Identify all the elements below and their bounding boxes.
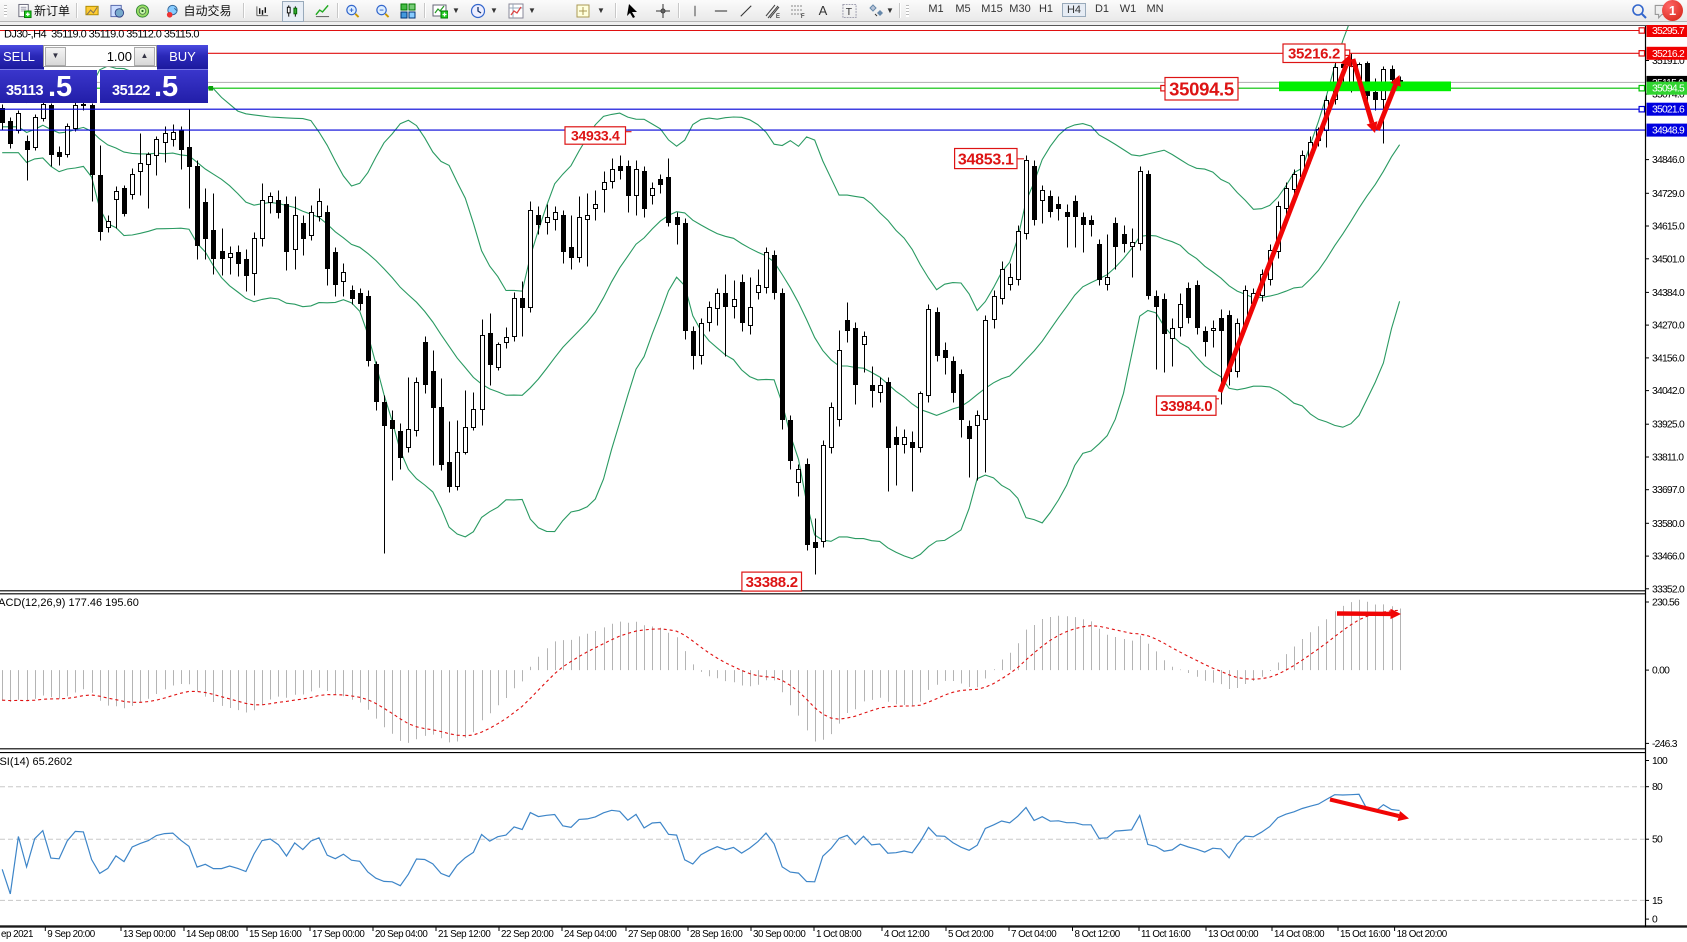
svg-text:33697.0: 33697.0 [1652,485,1685,496]
svg-text:13 Oct 00:00: 13 Oct 00:00 [1208,929,1259,940]
svg-text:35216.2: 35216.2 [1652,49,1685,60]
svg-text:15 Oct 16:00: 15 Oct 16:00 [1340,929,1391,940]
svg-text:33466.0: 33466.0 [1652,552,1685,563]
svg-text:33388.2: 33388.2 [746,574,798,591]
svg-text:100: 100 [1652,756,1668,767]
svg-text:34156.0: 34156.0 [1652,353,1685,364]
svg-text:34270.0: 34270.0 [1652,321,1685,332]
svg-text:1 Oct 08:00: 1 Oct 08:00 [816,929,862,940]
svg-text:F: F [801,14,805,19]
svg-text:7 Oct 04:00: 7 Oct 04:00 [1011,929,1057,940]
svg-text:17 Sep 00:00: 17 Sep 00:00 [312,929,365,940]
svg-text:15 Sep 16:00: 15 Sep 16:00 [249,929,302,940]
svg-text:11 Oct 16:00: 11 Oct 16:00 [1141,929,1191,940]
svg-text:DJ30-,H4 35119.0 35119.0 3511: DJ30-,H4 35119.0 35119.0 35112.0 35115.0 [4,29,199,41]
svg-text:28 Sep 16:00: 28 Sep 16:00 [690,929,743,940]
svg-text:34846.0: 34846.0 [1652,155,1685,166]
svg-text:T: T [846,6,853,17]
svg-text:24 Sep 04:00: 24 Sep 04:00 [564,929,617,940]
svg-text:22 Sep 20:00: 22 Sep 20:00 [501,929,554,940]
svg-text:35094.5: 35094.5 [1652,84,1685,95]
svg-text:5 Oct 20:00: 5 Oct 20:00 [948,929,994,940]
svg-text:34384.0: 34384.0 [1652,288,1685,299]
svg-text:4 Oct 12:00: 4 Oct 12:00 [884,929,930,940]
svg-text:8 Oct 12:00: 8 Oct 12:00 [1075,929,1121,940]
svg-text:35295.7: 35295.7 [1652,26,1685,37]
svg-text:27 Sep 08:00: 27 Sep 08:00 [628,929,681,940]
svg-text:34729.0: 34729.0 [1652,189,1685,200]
svg-text:50: 50 [1652,835,1663,846]
svg-text:34948.9: 34948.9 [1652,126,1685,137]
svg-text:34042.0: 34042.0 [1652,386,1685,397]
svg-text:33580.0: 33580.0 [1652,519,1685,530]
svg-text:33984.0: 33984.0 [1160,398,1212,415]
svg-text:35074.0: 35074.0 [1652,90,1685,101]
svg-text:14 Sep 08:00: 14 Sep 08:00 [186,929,239,940]
svg-text:35216.2: 35216.2 [1288,46,1340,63]
svg-text:33352.0: 33352.0 [1652,584,1685,595]
svg-text:21 Sep 12:00: 21 Sep 12:00 [438,929,491,940]
svg-text:35021.6: 35021.6 [1652,105,1685,116]
svg-text:9 Sep 20:00: 9 Sep 20:00 [47,929,95,940]
svg-text:ep 2021: ep 2021 [1,929,33,940]
svg-text:E: E [776,14,780,19]
svg-text:RSI(14) 65.2602: RSI(14) 65.2602 [0,756,72,768]
svg-text:MACD(12,26,9) 177.46 195.60: MACD(12,26,9) 177.46 195.60 [0,597,139,609]
svg-text:33811.0: 33811.0 [1652,453,1684,464]
svg-text:34853.1: 34853.1 [958,151,1014,168]
svg-text:0: 0 [1652,915,1658,926]
svg-text:20 Sep 04:00: 20 Sep 04:00 [375,929,428,940]
svg-text:33925.0: 33925.0 [1652,420,1685,431]
svg-text:35094.5: 35094.5 [1169,78,1234,99]
svg-text:30 Sep 00:00: 30 Sep 00:00 [753,929,806,940]
svg-text:15: 15 [1652,896,1663,907]
svg-text:230.56: 230.56 [1652,598,1680,609]
svg-text:35191.0: 35191.0 [1652,56,1685,67]
svg-text:14 Oct 08:00: 14 Oct 08:00 [1274,929,1325,940]
svg-text:-246.3: -246.3 [1652,739,1678,750]
svg-text:34501.0: 34501.0 [1652,254,1685,265]
svg-text:34615.0: 34615.0 [1652,222,1685,233]
svg-text:80: 80 [1652,782,1663,793]
svg-text:18 Oct 20:00: 18 Oct 20:00 [1397,929,1448,940]
svg-text:13 Sep 00:00: 13 Sep 00:00 [123,929,176,940]
svg-text:34933.4: 34933.4 [571,128,620,144]
svg-text:0.00: 0.00 [1652,666,1670,677]
